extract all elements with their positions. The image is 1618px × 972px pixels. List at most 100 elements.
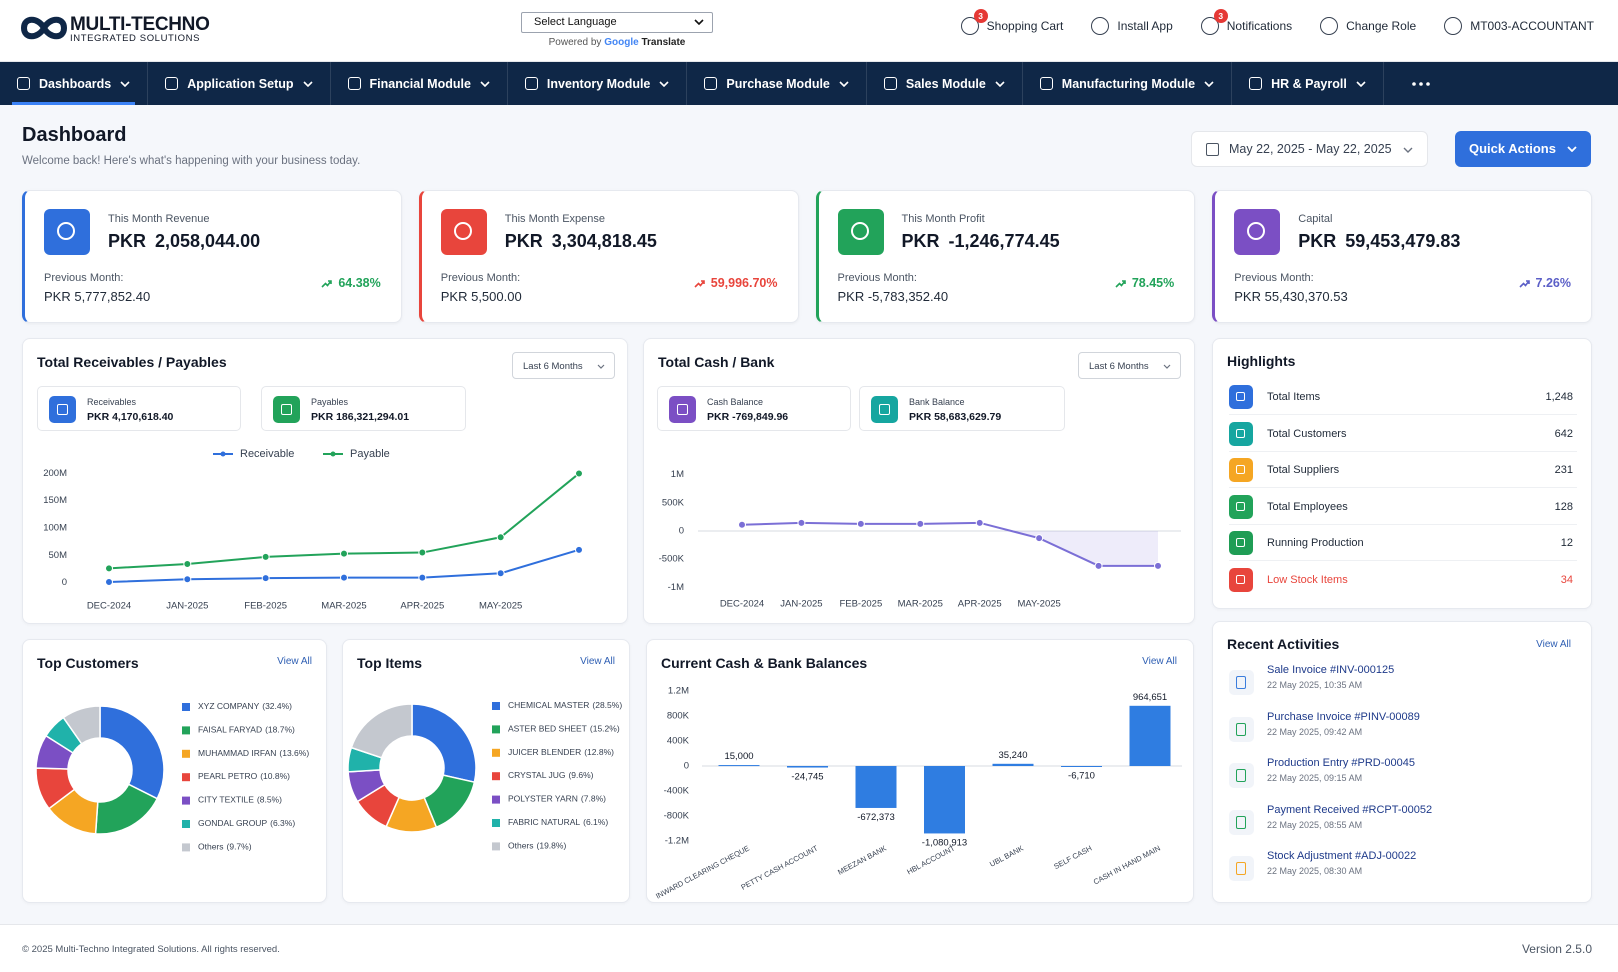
kpi-currency: PKR <box>901 231 940 251</box>
legend-label: Receivable <box>240 448 294 460</box>
view-all-link[interactable]: View All <box>1536 639 1571 650</box>
header-action[interactable]: Install App <box>1091 17 1173 35</box>
calendar-icon <box>1206 143 1219 156</box>
highlight-row[interactable]: Total Items 1,248 <box>1229 379 1577 415</box>
x-tick-label: CASH IN HAND MAIN <box>1092 844 1162 887</box>
activity-row[interactable]: Stock Adjustment #ADJ-00022 22 May 2025, … <box>1229 850 1569 890</box>
y-tick-label: 500K <box>662 497 685 508</box>
legend-label: CITY TEXTILE (8.5%) <box>198 795 282 805</box>
nav-item[interactable]: Application Setup <box>148 62 331 105</box>
highlight-icon <box>1229 385 1253 409</box>
y-tick-label: 1.2M <box>668 686 689 697</box>
nav-item[interactable]: Sales Module <box>867 62 1023 105</box>
activity-glyph <box>1236 769 1246 782</box>
view-all-link[interactable]: View All <box>580 656 615 667</box>
dot <box>1412 81 1416 86</box>
header-action[interactable]: 3 Notifications <box>1200 9 1292 35</box>
legend-label: FABRIC NATURAL (6.1%) <box>508 817 608 827</box>
bar <box>992 763 1034 766</box>
chevron <box>839 80 849 87</box>
x-tick-label: MEEZAN BANK <box>836 844 888 877</box>
action-icon <box>1444 17 1463 35</box>
activity-glyph <box>1236 815 1246 829</box>
nav-item[interactable]: Inventory Module <box>508 62 688 105</box>
period-select[interactable]: Last 6 Months <box>1078 352 1181 379</box>
chevron <box>1204 80 1214 87</box>
x-tick-label: APR-2025 <box>400 601 444 612</box>
nav-item[interactable]: Financial Module <box>331 62 508 105</box>
recent-activities-card: Recent Activities View All Sale Invoice … <box>1212 621 1592 903</box>
chevron <box>1356 80 1366 87</box>
bar-value-label: -24,745 <box>791 772 823 783</box>
line-point <box>797 518 806 527</box>
action-icon <box>1320 17 1339 35</box>
kpi-amount: -1,246,774.45 <box>948 231 1060 251</box>
highlight-label: Total Items <box>1267 391 1321 403</box>
chevron-path <box>302 80 313 87</box>
logo-subtitle: INTEGRATED SOLUTIONS <box>70 33 201 44</box>
activity-title: Purchase Invoice #PINV-00089 <box>1267 710 1420 723</box>
highlight-row[interactable]: Low Stock Items 34 <box>1229 562 1577 598</box>
highlight-row[interactable]: Total Customers 642 <box>1229 416 1577 452</box>
x-tick-label: JAN-2025 <box>780 599 822 610</box>
y-tick-label: -1M <box>668 582 684 593</box>
date-range[interactable]: May 22, 2025 - May 22, 2025 <box>1191 131 1428 167</box>
top-items-chart: CHEMICAL MASTER (28.5%) ASTER BED SHEET (15… <box>347 700 622 851</box>
view-all-link[interactable]: View All <box>1142 656 1177 667</box>
activity-row[interactable]: Sale Invoice #INV-000125 22 May 2025, 10:… <box>1229 664 1569 704</box>
chevron <box>995 80 1005 87</box>
nav-item[interactable]: Purchase Module <box>687 62 867 105</box>
x-tick-label: DEC-2024 <box>720 599 764 610</box>
nav-item[interactable]: Dashboards <box>0 62 149 105</box>
legend-swatch <box>182 703 190 711</box>
trend-arrow <box>1518 279 1530 288</box>
legend-swatch <box>492 702 500 710</box>
activity-title: Stock Adjustment #ADJ-00022 <box>1267 850 1417 862</box>
action-label: Shopping Cart <box>986 19 1064 33</box>
view-all-link[interactable]: View All <box>277 656 312 667</box>
period-select[interactable]: Last 6 Months <box>512 352 615 379</box>
x-tick-label: MAY-2025 <box>479 601 522 612</box>
nav-item[interactable]: HR & Payroll <box>1232 62 1384 105</box>
nav-icon <box>1249 77 1263 90</box>
legend-name: Others <box>508 841 534 851</box>
legend-name: JUICER BLENDER <box>508 747 581 757</box>
activity-time: 22 May 2025, 09:15 AM <box>1267 773 1363 783</box>
kpi-card: This Month Revenue PKR 2,058,044.00 Previou… <box>22 190 402 323</box>
highlight-row[interactable]: Running Production 12 <box>1229 525 1577 562</box>
header-action[interactable]: MT003-ACCOUNTANT <box>1444 17 1594 35</box>
date-range-label: May 22, 2025 - May 22, 2025 <box>1229 142 1392 156</box>
language-select[interactable]: Select Language <box>521 12 713 33</box>
highlight-value: 1,248 <box>1545 391 1573 403</box>
line-point <box>575 469 583 478</box>
highlight-row[interactable]: Total Employees 128 <box>1229 489 1577 525</box>
activity-time: 22 May 2025, 09:42 AM <box>1267 726 1363 737</box>
kpi-currency: PKR <box>504 231 543 251</box>
balances-card: -1.2M -800K -400K 0 400K 800K 1.2M 15,000 INWARD… <box>646 639 1194 903</box>
top-items-card: CHEMICAL MASTER (28.5%) ASTER BED SHEET (15… <box>342 639 630 903</box>
more-menu[interactable] <box>1384 62 1458 105</box>
legend-value: (6.1%) <box>583 817 608 827</box>
bar <box>855 766 897 808</box>
activity-row[interactable]: Payment Received #RCPT-00052 22 May 2025,… <box>1229 804 1569 844</box>
legend-name: POLYSTER YARN <box>508 794 578 804</box>
y-tick-label: 100M <box>43 523 67 534</box>
highlight-icon <box>1229 531 1253 556</box>
trend-arrow-path <box>1115 279 1126 288</box>
header-action[interactable]: 3 Shopping Cart <box>960 9 1064 35</box>
nav-item[interactable]: Manufacturing Module <box>1023 62 1233 105</box>
highlight-row[interactable]: Total Suppliers 231 <box>1229 452 1577 489</box>
activity-icon <box>1229 716 1254 742</box>
activity-row[interactable]: Production Entry #PRD-00045 22 May 2025, … <box>1229 757 1569 797</box>
quick-actions-button[interactable]: Quick Actions <box>1455 131 1591 167</box>
y-tick-label: 50M <box>49 550 68 561</box>
kpi-change: 78.45% <box>1115 276 1174 290</box>
x-tick-label: DEC-2024 <box>87 601 131 612</box>
legend-swatch <box>492 748 500 757</box>
kpi-previous-label: Previous Month: <box>44 272 124 284</box>
header-action[interactable]: Change Role <box>1320 17 1416 35</box>
legend-value: (19.8%) <box>537 841 567 851</box>
activity-row[interactable]: Purchase Invoice #PINV-00089 22 May 2025,… <box>1229 711 1569 751</box>
kpi-change-value: 78.45% <box>1131 276 1175 290</box>
kpi-change: 7.26% <box>1518 276 1571 290</box>
